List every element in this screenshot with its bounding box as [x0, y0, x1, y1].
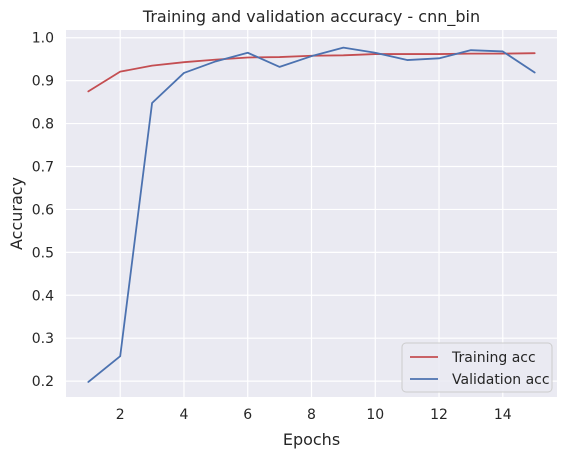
y-tick-label: 0.8	[32, 117, 54, 133]
y-axis-ticks: 0.2 0.3 0.4 0.5 0.6 0.7 0.8 0.9 1.0	[32, 31, 54, 390]
legend-box	[401, 342, 553, 393]
grid	[66, 30, 557, 397]
y-tick-label: 0.9	[32, 74, 54, 90]
y-tick-label: 0.4	[32, 288, 54, 304]
chart-title: Training and validation accuracy - cnn_b…	[142, 7, 480, 27]
x-axis-ticks: 2 4 6 8 10 12 14	[116, 407, 512, 423]
legend-label: Validation acc	[452, 372, 550, 388]
y-tick-label: 0.6	[32, 202, 54, 218]
x-tick-label: 10	[366, 407, 384, 423]
y-tick-label: 0.5	[32, 245, 54, 261]
y-tick-label: 1.0	[32, 31, 54, 47]
y-tick-label: 0.3	[32, 331, 54, 347]
y-tick-label: 0.7	[32, 159, 54, 175]
x-tick-label: 8	[307, 407, 316, 423]
legend: Training acc Validation acc	[401, 342, 553, 393]
series-line-validation	[87, 46, 536, 383]
y-axis-label: Accuracy	[7, 177, 26, 250]
x-tick-label: 6	[243, 407, 252, 423]
legend-label: Training acc	[451, 350, 536, 366]
series-layer	[87, 46, 536, 383]
y-tick-label: 0.2	[32, 374, 54, 390]
x-axis-label: Epochs	[283, 430, 340, 449]
x-tick-label: 12	[430, 407, 448, 423]
x-tick-label: 2	[116, 407, 125, 423]
x-tick-label: 4	[180, 407, 189, 423]
x-tick-label: 14	[494, 407, 512, 423]
